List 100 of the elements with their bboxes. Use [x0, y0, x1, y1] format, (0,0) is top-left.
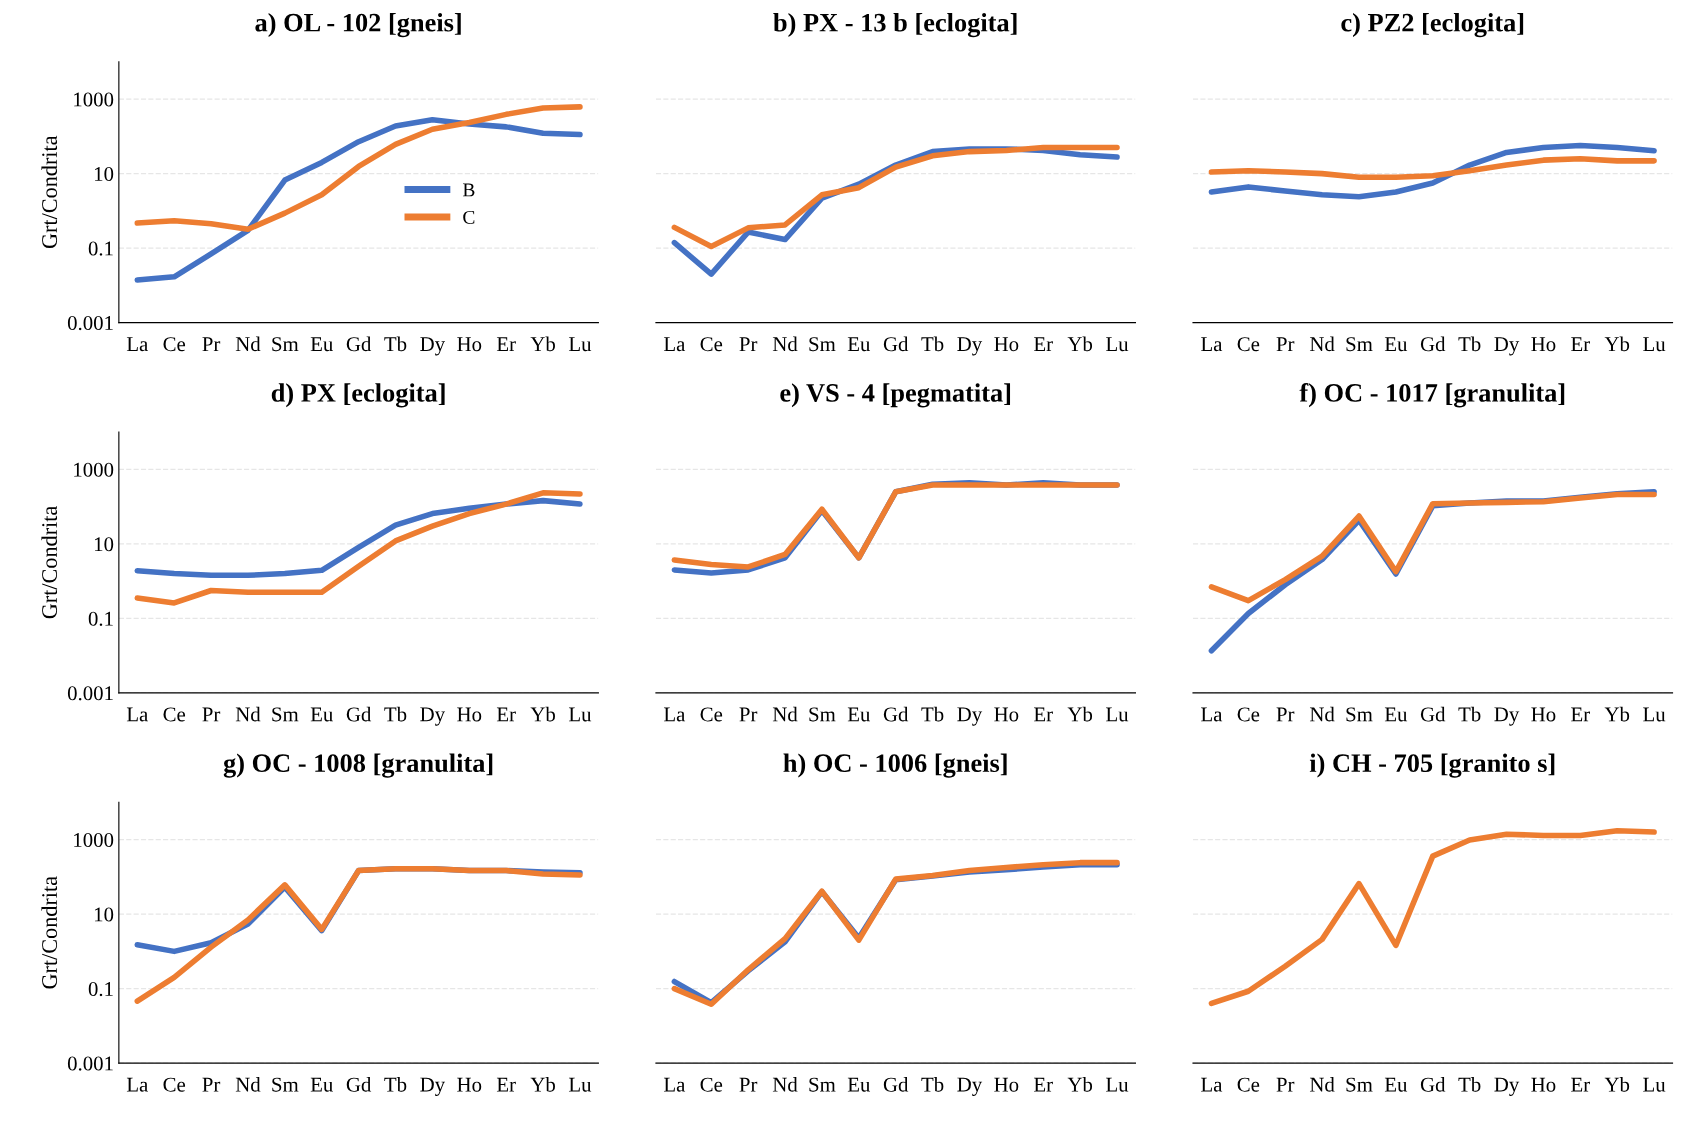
- x-tick-label: Eu: [1384, 337, 1408, 352]
- x-tick-label: Sm: [272, 1077, 299, 1092]
- x-tick-label: Er: [496, 707, 516, 722]
- x-tick-label: Pr: [739, 337, 758, 351]
- x-tick-label: Er: [1571, 1077, 1590, 1092]
- x-tick-label: Sm: [1346, 337, 1373, 352]
- x-tick-label: Tb: [921, 706, 944, 722]
- x-tick-label: Sm: [809, 1077, 836, 1092]
- y-tick-label: 0.001: [67, 1056, 113, 1071]
- x-tick-label: Sm: [809, 337, 836, 352]
- x-tick-label: Eu: [310, 337, 333, 352]
- x-tick-label: Lu: [1643, 707, 1666, 722]
- x-tick-label: Eu: [310, 707, 333, 722]
- x-tick-label: La: [1201, 337, 1223, 352]
- x-tick-label: Lu: [1106, 337, 1129, 352]
- x-tick-label: Sm: [1346, 707, 1373, 722]
- x-tick-label: La: [1201, 1077, 1223, 1092]
- x-tick-label: Ce: [163, 337, 186, 352]
- x-tick-label: Pr: [202, 337, 221, 351]
- y-tick-label: 0.001: [67, 315, 113, 331]
- x-tick-label: Er: [1034, 337, 1053, 351]
- x-tick-label: Gd: [1420, 336, 1446, 352]
- y-tick-label: 10: [95, 167, 114, 182]
- x-tick-label: Ho: [1531, 707, 1556, 722]
- x-tick-label: Lu: [568, 707, 592, 722]
- x-tick-label: Er: [1034, 707, 1053, 722]
- x-tick-label: Dy: [957, 1077, 983, 1096]
- x-tick-label: Pr: [1276, 1077, 1295, 1092]
- x-tick-label: Yb: [1067, 1077, 1093, 1092]
- x-tick-label: Ho: [457, 707, 482, 722]
- x-tick-label: Gd: [1420, 1077, 1446, 1092]
- x-tick-label: Yb: [530, 336, 555, 352]
- x-tick-label: Er: [1571, 337, 1590, 351]
- x-tick-label: Gd: [883, 706, 909, 722]
- x-tick-label: Dy: [1494, 337, 1520, 356]
- x-tick-label: Dy: [957, 707, 983, 726]
- x-tick-label: Sm: [809, 707, 836, 722]
- x-tick-label: Ho: [994, 707, 1019, 722]
- x-tick-label: Lu: [1106, 707, 1129, 722]
- x-tick-label: Yb: [530, 706, 555, 722]
- x-tick-label: Lu: [568, 337, 592, 352]
- chart-title: i) CH - 705 [granito s]: [1309, 753, 1555, 778]
- x-tick-label: Tb: [1458, 336, 1481, 352]
- x-tick-label: Ho: [994, 1077, 1019, 1092]
- x-tick-label: Nd: [772, 336, 798, 352]
- x-tick-label: La: [663, 337, 686, 352]
- y-tick-label: 1000: [74, 462, 114, 477]
- x-tick-label: Ce: [700, 1077, 723, 1092]
- x-tick-label: Sm: [272, 337, 299, 352]
- x-tick-label: Ho: [994, 337, 1019, 352]
- x-tick-label: Pr: [739, 707, 758, 722]
- x-tick-label: Ho: [457, 1077, 482, 1092]
- legend-label: C: [463, 210, 475, 224]
- x-tick-label: Dy: [420, 337, 446, 356]
- x-tick-label: Nd: [1309, 336, 1335, 352]
- chart-title: c) PZ2 [eclogita]: [1341, 13, 1524, 38]
- x-tick-label: Ce: [700, 707, 723, 722]
- y-tick-label: 1000: [74, 833, 114, 848]
- x-tick-label: Lu: [568, 1077, 592, 1092]
- x-tick-label: Ce: [1237, 1077, 1260, 1092]
- x-tick-label: La: [1201, 707, 1223, 722]
- chart-title: h) OC - 1006 [gneis]: [783, 753, 1007, 778]
- x-tick-label: Tb: [921, 1077, 944, 1092]
- y-axis-title: Grt/Condrita: [41, 135, 58, 249]
- chart-title: g) OC - 1008 [granulita]: [223, 753, 493, 778]
- x-tick-label: Yb: [1067, 336, 1093, 352]
- x-tick-label: Ce: [163, 1077, 186, 1092]
- y-axis-title: Grt/Condrita: [41, 506, 58, 619]
- x-tick-label: Dy: [420, 707, 446, 726]
- chart-title: d) PX [eclogita]: [271, 383, 445, 408]
- x-tick-label: Nd: [772, 1077, 798, 1092]
- x-tick-label: Eu: [1384, 707, 1408, 722]
- x-tick-label: Nd: [235, 336, 261, 352]
- x-tick-label: Sm: [1346, 1077, 1373, 1092]
- x-tick-label: Eu: [847, 1077, 871, 1092]
- x-tick-label: Ho: [1531, 1077, 1556, 1092]
- x-tick-label: La: [126, 707, 148, 722]
- x-tick-label: Pr: [1276, 337, 1295, 351]
- x-tick-label: Yb: [1604, 336, 1630, 352]
- x-tick-label: Ce: [1237, 337, 1260, 352]
- x-tick-label: Lu: [1106, 1077, 1129, 1092]
- x-tick-label: Tb: [384, 706, 407, 722]
- x-tick-label: Er: [496, 1077, 516, 1092]
- y-tick-label: 0.1: [88, 241, 113, 256]
- x-tick-label: Nd: [235, 706, 261, 722]
- x-tick-label: Sm: [272, 707, 299, 722]
- x-tick-label: Eu: [1384, 1077, 1408, 1092]
- x-tick-label: Eu: [847, 337, 871, 352]
- x-tick-label: Dy: [420, 1077, 446, 1096]
- x-tick-label: Gd: [1420, 706, 1446, 722]
- x-tick-label: Yb: [1067, 706, 1093, 722]
- x-tick-label: Pr: [202, 1077, 221, 1092]
- x-tick-label: Gd: [883, 1077, 909, 1092]
- y-tick-label: 0.1: [88, 982, 113, 997]
- x-tick-label: Ce: [700, 337, 723, 352]
- x-tick-label: Nd: [235, 1077, 261, 1092]
- x-tick-label: Nd: [1309, 1077, 1335, 1092]
- x-tick-label: Nd: [772, 706, 798, 722]
- legend-label: B: [462, 183, 475, 197]
- x-tick-label: Dy: [1494, 707, 1520, 726]
